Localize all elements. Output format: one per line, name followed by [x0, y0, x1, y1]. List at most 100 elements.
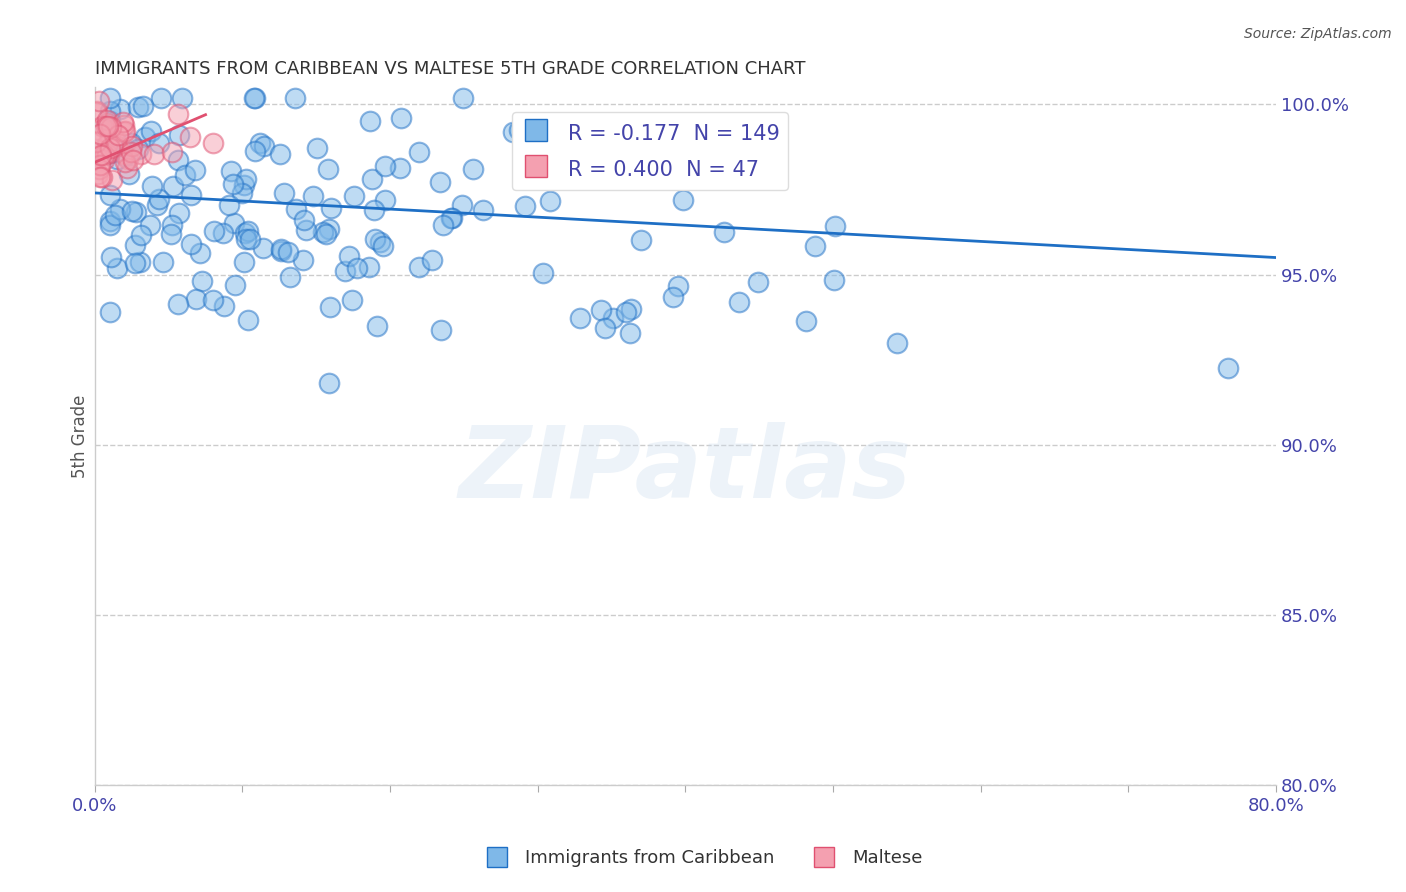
Point [141, 123, 163, 137]
Point [98, 214, 121, 228]
Point [115, 161, 138, 176]
Point [186, 292, 208, 306]
Point [98, 91, 121, 105]
Point [96, 119, 118, 133]
Point [84, 134, 107, 148]
Point [232, 178, 254, 192]
Point [98, 305, 121, 319]
Point [167, 297, 190, 311]
Point [112, 125, 135, 139]
Point [124, 256, 146, 270]
Point [794, 314, 817, 328]
Point [219, 163, 242, 178]
Point [96, 115, 118, 129]
Point [451, 91, 474, 105]
Point [614, 305, 637, 319]
Point [121, 203, 143, 218]
Point [408, 260, 430, 274]
Point [101, 173, 124, 187]
Point [619, 326, 641, 341]
Point [593, 321, 616, 335]
Point [245, 145, 267, 159]
Point [430, 323, 453, 337]
Point [159, 227, 181, 242]
Point [179, 129, 201, 144]
Point [620, 301, 643, 316]
Point [886, 335, 908, 350]
Point [202, 293, 225, 308]
Point [191, 274, 214, 288]
Point [86, 167, 108, 181]
Point [170, 91, 193, 105]
Point [451, 198, 474, 212]
Point [84, 136, 107, 150]
Point [132, 99, 155, 113]
Point [142, 146, 165, 161]
Point [98, 103, 121, 118]
Point [1218, 361, 1240, 376]
Point [337, 249, 360, 263]
Point [112, 147, 135, 161]
Point [671, 194, 693, 208]
Point [212, 299, 235, 313]
Point [666, 279, 689, 293]
Point [162, 178, 184, 193]
Point [295, 223, 318, 237]
Point [222, 177, 245, 191]
Point [100, 120, 122, 135]
Point [105, 138, 128, 153]
Point [429, 175, 451, 189]
Point [89, 169, 111, 184]
Point [93, 153, 115, 168]
Point [273, 186, 295, 200]
Point [114, 154, 136, 169]
Point [150, 91, 173, 105]
Point [364, 232, 387, 246]
Point [513, 199, 536, 213]
Point [747, 275, 769, 289]
Point [108, 202, 131, 217]
Point [432, 218, 454, 232]
Point [201, 136, 224, 151]
Point [589, 302, 612, 317]
Point [118, 167, 141, 181]
Point [111, 114, 134, 128]
Point [278, 270, 301, 285]
Point [224, 216, 246, 230]
Point [134, 129, 156, 144]
Point [292, 253, 315, 268]
Point [343, 189, 366, 203]
Point [152, 255, 174, 269]
Point [100, 141, 122, 155]
Point [218, 198, 240, 212]
Point [98, 129, 121, 144]
Point [502, 125, 524, 139]
Point [270, 242, 292, 256]
Point [90, 147, 112, 161]
Point [321, 201, 343, 215]
Point [167, 106, 190, 120]
Point [98, 113, 121, 128]
Point [98, 218, 121, 232]
Point [97, 119, 120, 133]
Point [86, 104, 108, 119]
Point [100, 251, 122, 265]
Point [359, 113, 381, 128]
Point [188, 245, 211, 260]
Text: IMMIGRANTS FROM CARIBBEAN VS MALTESE 5TH GRADE CORRELATION CHART: IMMIGRANTS FROM CARIBBEAN VS MALTESE 5TH… [94, 60, 806, 78]
Text: Source: ZipAtlas.com: Source: ZipAtlas.com [1244, 27, 1392, 41]
Point [361, 172, 384, 186]
Point [89, 162, 111, 177]
Point [146, 198, 169, 212]
Point [292, 213, 315, 227]
Point [167, 153, 190, 167]
Point [277, 245, 299, 260]
Point [252, 241, 274, 255]
Point [231, 186, 253, 200]
Point [630, 233, 652, 247]
Point [184, 163, 207, 178]
Point [662, 290, 685, 304]
Point [284, 91, 307, 105]
Point [602, 310, 624, 325]
Point [86, 150, 108, 164]
